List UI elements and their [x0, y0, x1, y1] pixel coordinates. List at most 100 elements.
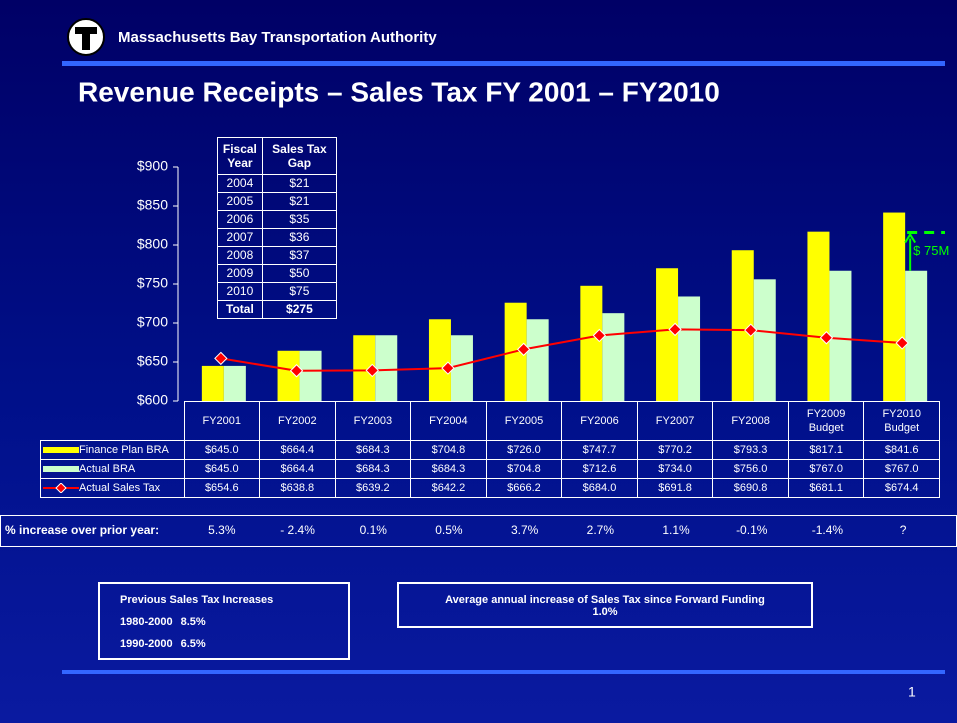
value-label: $712.6 [561, 459, 638, 479]
gap-table: Fiscal Year Sales Tax Gap 2004 $21 2005 $21 20… [217, 137, 338, 319]
bar [526, 319, 549, 401]
series-row: Finance Plan BRA $645.0 $664.4 $684.3 $704.8… [40, 440, 940, 460]
bar [223, 365, 246, 401]
box-title: Previous Sales Tax Increases [120, 594, 274, 606]
bar [580, 285, 603, 401]
bar [829, 270, 852, 401]
increase-value: 0.5% [435, 523, 463, 537]
value-label: $770.2 [636, 440, 714, 460]
value-label: $704.8 [410, 440, 487, 460]
increase-value: ? [899, 523, 907, 537]
value-label: $684.3 [410, 459, 487, 479]
increase-value: 2.7% [586, 523, 615, 537]
gap-total-cell: Total [217, 300, 263, 319]
bar [602, 313, 625, 401]
bar [450, 335, 473, 401]
box-period: 1980-2000 [120, 616, 173, 628]
bar [299, 350, 322, 401]
gap-cell: $37 [261, 246, 338, 265]
bar [201, 365, 224, 401]
value-label: $841.6 [863, 440, 940, 460]
value-label: $756.0 [712, 459, 789, 479]
legend-swatch [43, 447, 79, 454]
gap-cell: 2004 [217, 174, 263, 193]
data-table: FY2001 FY2002 FY2003 FY2004 FY2005 FY2006 FY20… [40, 401, 940, 498]
marker [214, 351, 228, 366]
value-label: $734.0 [636, 459, 714, 479]
value-label: $639.2 [334, 478, 412, 498]
x-tick-label: FY2009 Budget [787, 401, 865, 441]
value-label: $642.2 [410, 478, 487, 498]
box-title: Average annual increase of Sales Tax sin… [445, 594, 765, 606]
gap-cell: $21 [261, 174, 338, 193]
y-tick-label: $750 [137, 275, 168, 291]
gap-cell: $36 [261, 228, 338, 247]
increase-label: % increase over prior year: [5, 523, 160, 537]
marker [441, 361, 455, 375]
box-rate: 8.5% [180, 616, 206, 628]
value-label: $684.0 [561, 478, 638, 498]
value-label: $645.0 [183, 440, 261, 460]
legend-swatch [43, 466, 79, 473]
value-label: $645.0 [183, 459, 261, 479]
increase-value: -1.4% [811, 523, 844, 537]
gap-header-cell: Fiscal Year [217, 137, 263, 175]
line [220, 328, 903, 372]
legend-cell: Actual BRA [40, 459, 185, 479]
bar [656, 268, 679, 401]
value-label: $664.4 [259, 459, 336, 479]
legend-label: Actual Sales Tax [79, 482, 161, 494]
category-row: FY2001 FY2002 FY2003 FY2004 FY2005 FY2006 FY20… [40, 401, 940, 441]
gap-row: 2005 $21 [217, 192, 338, 211]
gap-row: 2008 $37 [217, 246, 338, 265]
x-tick-label: FY2007 [636, 401, 714, 441]
page-number: 1 [908, 684, 916, 700]
y-tick-label: $900 [137, 158, 168, 174]
gap-total: Total $275 [217, 300, 338, 319]
gap-row: 2006 $35 [217, 210, 338, 229]
increase-value: - 2.4% [280, 523, 315, 537]
value-label: $747.7 [561, 440, 638, 460]
gap-cell: 2005 [217, 192, 263, 211]
x-tick-label: FY2003 [334, 401, 412, 441]
legend-icon [43, 482, 79, 494]
value-label: $817.1 [787, 440, 865, 460]
box-row: 1990-2000 6.5% [120, 638, 348, 650]
x-tick-label: FY2010 Budget [863, 401, 940, 441]
value-label: $684.3 [334, 459, 412, 479]
increase-value: -0.1% [736, 523, 768, 537]
legend-label: Finance Plan BRA [79, 444, 169, 456]
corner [40, 401, 185, 441]
marker [895, 336, 909, 350]
gap-row: 2009 $50 [217, 264, 338, 283]
gap-row: 2007 $36 [217, 228, 338, 247]
bar [883, 212, 906, 401]
marker [668, 322, 682, 337]
marker [365, 363, 379, 378]
x-tick-label: FY2001 [183, 401, 261, 441]
gap-header-cell: Sales Tax Gap [261, 137, 338, 175]
gap-row: 2004 $21 [217, 174, 338, 193]
x-tick-label: FY2002 [259, 401, 336, 441]
legend-icon [43, 466, 79, 473]
value-label: $691.8 [636, 478, 714, 498]
legend-cell: Actual Sales Tax [40, 478, 185, 498]
gap-cell: 2010 [217, 282, 263, 301]
value-label: $767.0 [787, 459, 865, 479]
box-period: 1990-2000 [120, 638, 173, 650]
bar [753, 279, 776, 401]
bar [905, 270, 928, 401]
x-tick-label: FY2008 [712, 401, 789, 441]
gap-cell: $50 [261, 264, 338, 283]
gap-cell: 2008 [217, 246, 263, 265]
legend-marker [55, 482, 67, 494]
legend-icon [43, 447, 79, 454]
gap-cell: $35 [261, 210, 338, 229]
increase-value: 1.1% [662, 523, 690, 537]
marker [289, 364, 304, 378]
legend-label: Actual BRA [79, 463, 136, 475]
gap-cell: $75 [261, 282, 338, 301]
y-tick-label: $700 [137, 314, 168, 330]
